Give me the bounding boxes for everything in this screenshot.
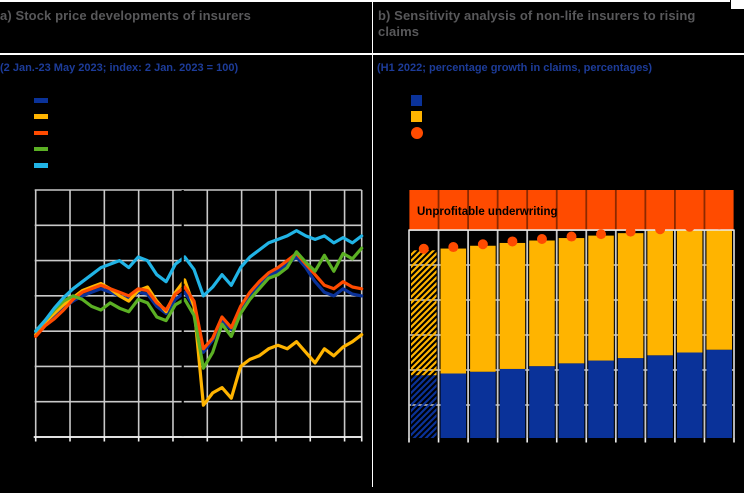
bar-lower-segment xyxy=(470,371,496,438)
gridlines xyxy=(34,189,363,438)
top-right-corner-block xyxy=(731,0,744,9)
legend-swatch-square xyxy=(411,95,422,106)
bar-upper-segment xyxy=(617,233,644,359)
bar-upper-segment xyxy=(440,248,467,374)
bar-upper-segment xyxy=(470,245,496,372)
bar-lower-segment xyxy=(499,368,526,438)
legend-swatch-line-dash xyxy=(34,130,48,136)
bar-upper-segment xyxy=(588,235,614,361)
panel-a-title: a) Stock price developments of insurers xyxy=(0,8,251,23)
bar-lower-segment xyxy=(529,366,555,438)
band-gridlines xyxy=(408,190,735,230)
bar-upper-segment xyxy=(647,230,673,356)
line-chart xyxy=(33,189,364,442)
panel-divider-line xyxy=(371,0,373,487)
panel-b-subtitle: (H1 2022; percentage growth in claims, p… xyxy=(377,62,653,74)
bar-upper-segment xyxy=(529,240,555,367)
legend-swatch-line-dash xyxy=(34,146,48,152)
stacked-bar-chart: Unprofitable underwriting xyxy=(408,190,735,443)
bar-upper-segment xyxy=(411,250,437,376)
bar-lower-segment xyxy=(411,375,437,438)
panel-b: b) Sensitivity analysis of non-life insu… xyxy=(372,0,744,493)
bar-lower-segment xyxy=(440,373,467,438)
x-axis xyxy=(408,438,735,443)
legend-swatch-square xyxy=(411,111,422,122)
legend-swatch-line-dash xyxy=(34,98,48,103)
panel-a-subtitle: (2 Jan.-23 May 2023; index: 2 Jan. 2023 … xyxy=(0,62,239,74)
bar-lower-segment xyxy=(558,363,585,438)
bars xyxy=(411,225,732,438)
line-chart-content xyxy=(33,189,364,442)
bar-lower-segment xyxy=(588,360,614,438)
combined-ratio-dots xyxy=(418,219,725,254)
bar-upper-segment xyxy=(499,242,526,369)
panel-a-legend xyxy=(34,0,154,180)
bar-lower-segment xyxy=(706,349,732,438)
legend-swatch-circle xyxy=(411,127,423,139)
unprofitable-underwriting-label: Unprofitable underwriting xyxy=(417,206,558,218)
bar-lower-segment xyxy=(617,358,644,438)
bar-lower-segment xyxy=(676,352,703,438)
bar-upper-segment xyxy=(558,238,585,364)
series-light-blue xyxy=(34,229,364,333)
panel-b-title: b) Sensitivity analysis of non-life insu… xyxy=(378,8,696,39)
series-amber xyxy=(34,278,364,407)
legend-swatch-line-dash xyxy=(34,163,48,168)
panel-b-legend xyxy=(411,0,531,180)
bar-chart-content xyxy=(408,190,735,443)
series-green xyxy=(34,246,364,370)
data-lines xyxy=(34,229,364,407)
unprofitable-band xyxy=(409,190,734,230)
x-axis xyxy=(33,436,363,442)
legend-swatch-line-dash xyxy=(34,114,48,119)
top-border-line xyxy=(0,0,730,2)
bar-upper-segment xyxy=(706,225,732,350)
bar-upper-segment xyxy=(676,228,703,353)
panel-a: a) Stock price developments of insurers … xyxy=(0,0,364,442)
bar-lower-segment xyxy=(647,355,673,438)
